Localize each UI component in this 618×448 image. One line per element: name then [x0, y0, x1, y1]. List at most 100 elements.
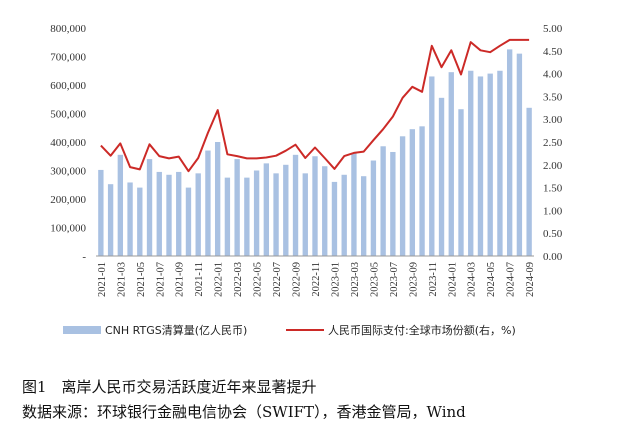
x-tick-label: 2021-11 [194, 262, 205, 297]
y-right-tick-label: 2.50 [543, 137, 563, 149]
legend: CNH RTGS清算量(亿人民币) 人民币国际支付:全球市场份额(右，%) [63, 323, 516, 337]
bar [351, 153, 357, 256]
y-right-tick-label: 5.00 [543, 23, 563, 35]
y-right-tick-label: 1.50 [543, 183, 563, 195]
x-tick-label: 2021-03 [116, 262, 127, 297]
x-tick-label: 2024-03 [467, 262, 478, 297]
x-tick-label: 2024-09 [525, 262, 536, 297]
y-right-tick-label: 4.00 [543, 69, 563, 81]
bar [360, 176, 367, 256]
bar [195, 173, 201, 256]
bar [283, 164, 289, 256]
bar [429, 76, 435, 256]
bar [399, 136, 406, 256]
x-tick-label: 2022-09 [292, 262, 303, 297]
bar [234, 159, 240, 256]
bar [302, 173, 308, 256]
bar [409, 129, 416, 256]
y-right-tick-label: 2.00 [543, 160, 563, 172]
y-left-tick-label: 300,000 [50, 166, 86, 178]
bar [438, 97, 445, 256]
x-axis: 2021-01 2021-03 2021-05 2021-07 2021-09 2021-… [97, 262, 536, 297]
bar [506, 49, 513, 256]
legend-bar-swatch [63, 326, 101, 334]
y-left-tick-label: 100,000 [50, 223, 86, 235]
y-left-tick-label: 600,000 [50, 80, 86, 92]
y-right-tick-label: 0.50 [543, 228, 563, 240]
legend-line-label: 人民币国际支付:全球市场份额(右，%) [328, 323, 516, 337]
bar [205, 150, 211, 256]
y-left-tick-label: 700,000 [50, 52, 86, 64]
bar [419, 126, 425, 256]
bar [98, 169, 104, 256]
x-tick-label: 2023-09 [408, 262, 419, 297]
bar [244, 177, 250, 256]
bar [341, 174, 347, 256]
bar [137, 187, 143, 256]
bar [487, 73, 493, 256]
bar [516, 53, 523, 257]
bar [146, 159, 153, 256]
bar [526, 107, 532, 256]
share-line [100, 38, 530, 173]
y-right-tick-label: 4.50 [543, 46, 563, 58]
y-left-tick-label: 500,000 [50, 109, 86, 121]
y-right-tick-label: 1.00 [543, 205, 563, 217]
bar [117, 154, 124, 256]
bar [468, 70, 474, 256]
y-left-tick-label: 400,000 [50, 137, 86, 149]
bar [497, 70, 503, 256]
x-tick-label: 2023-01 [330, 262, 341, 297]
y-right-tick-label: 3.50 [543, 91, 563, 103]
y-left-tick-label: - [82, 251, 86, 263]
x-tick-label: 2022-05 [253, 262, 264, 297]
x-tick-label: 2024-01 [447, 262, 458, 297]
bar [263, 163, 270, 256]
x-tick-label: 2023-11 [428, 262, 439, 297]
bar [273, 173, 279, 256]
x-tick-label: 2022-07 [272, 262, 283, 297]
x-tick-label: 2021-01 [97, 262, 108, 297]
bar [477, 76, 484, 256]
bar [390, 151, 396, 256]
bar [448, 72, 454, 256]
bar [166, 174, 172, 256]
bar [156, 171, 162, 256]
bar [322, 166, 328, 256]
x-tick-label: 2022-01 [214, 262, 225, 297]
bar [370, 160, 377, 256]
x-tick-label: 2024-07 [506, 262, 517, 297]
x-tick-label: 2024-05 [486, 262, 497, 297]
bar [214, 142, 221, 256]
y-left-axis: - 100,000 200,000 300,000 400,000 500,000 600,… [50, 23, 86, 263]
x-tick-label: 2023-07 [389, 262, 400, 297]
y-left-tick-label: 200,000 [50, 194, 86, 206]
bar-series [98, 49, 532, 257]
chart: - 100,000 200,000 300,000 400,000 500,000 600,… [50, 23, 563, 337]
x-tick-label: 2022-03 [233, 262, 244, 297]
y-left-tick-label: 800,000 [50, 23, 86, 35]
x-tick-label: 2022-11 [311, 262, 322, 297]
bar [107, 184, 114, 256]
bar [292, 154, 299, 256]
bar [458, 109, 464, 256]
source-note: 数据来源：环球银行金融电信协会（SWIFT），香港金管局，Wind [22, 403, 466, 421]
bar [331, 181, 338, 256]
bar [185, 187, 192, 256]
x-tick-label: 2021-07 [155, 262, 166, 297]
bar [253, 170, 260, 256]
legend-bar-label: CNH RTGS清算量(亿人民币) [105, 323, 247, 337]
bar [224, 177, 231, 256]
y-right-tick-label: 3.00 [543, 114, 563, 126]
x-tick-label: 2023-05 [369, 262, 380, 297]
x-tick-label: 2021-09 [175, 262, 186, 297]
bar [127, 182, 133, 256]
bar [312, 156, 318, 256]
figure-caption: 图1 离岸人民币交易活跃度近年来显著提升 [22, 378, 317, 396]
line-series [100, 38, 530, 173]
x-tick-label: 2023-03 [350, 262, 361, 297]
x-tick-label: 2021-05 [136, 262, 147, 297]
bar [380, 146, 386, 256]
y-right-tick-label: 0.00 [543, 251, 563, 263]
bar [176, 171, 182, 256]
